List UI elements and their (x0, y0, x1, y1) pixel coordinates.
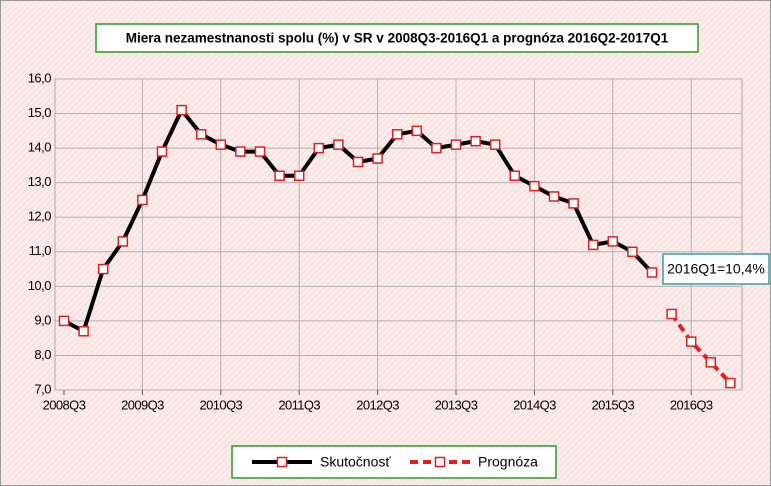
point-marker (195, 129, 207, 140)
point-marker (646, 267, 658, 278)
point-marker (568, 198, 579, 209)
legend-marker (434, 456, 446, 468)
point-marker (705, 357, 717, 368)
point-marker (529, 180, 540, 192)
point-marker (352, 156, 364, 168)
y-tick-label: 8,0 (34, 347, 51, 362)
point-marker (97, 263, 109, 275)
point-marker (254, 146, 266, 157)
point-marker (78, 326, 89, 337)
legend-label: Prognóza (478, 454, 538, 470)
point-marker (607, 236, 619, 247)
y-tick-label: 13,0 (28, 174, 52, 189)
point-marker (450, 139, 462, 150)
x-tick-label: 2016Q3 (670, 397, 713, 412)
annotation-box (662, 253, 770, 285)
point-marker (313, 142, 325, 154)
point-marker (685, 336, 697, 347)
y-tick-label: 14,0 (28, 140, 52, 155)
title-box (95, 23, 699, 53)
point-marker (215, 139, 227, 150)
point-marker (156, 146, 168, 157)
annotation: 2016Q1=10,4% (667, 261, 765, 277)
point-marker (509, 170, 521, 182)
point-marker (489, 139, 501, 150)
x-tick-label: 2011Q3 (278, 397, 320, 412)
y-tick-label: 12,0 (28, 209, 52, 224)
point-marker (274, 170, 285, 182)
point-marker (333, 139, 344, 150)
point-marker (627, 246, 638, 258)
point-marker (666, 308, 677, 320)
point-marker (58, 315, 70, 327)
point-marker (725, 377, 736, 389)
point-marker (411, 125, 423, 137)
legend-marker (276, 456, 288, 468)
point-marker (293, 170, 305, 182)
y-tick-label: 9,0 (34, 312, 51, 327)
point-marker (587, 239, 599, 251)
point-marker (372, 153, 383, 164)
x-tick-label: 2015Q3 (591, 397, 634, 412)
x-tick-label: 2009Q3 (121, 397, 164, 412)
x-tick-label: 2010Q3 (199, 397, 242, 412)
y-tick-label: 7,0 (34, 381, 51, 396)
legend-label: Skutočnosť (320, 454, 391, 470)
y-tick-label: 11,0 (29, 243, 52, 258)
x-tick-label: 2014Q3 (513, 397, 556, 412)
point-marker (470, 135, 481, 147)
point-marker (137, 194, 148, 206)
point-marker (548, 191, 560, 202)
x-tick-label: 2013Q3 (435, 397, 478, 412)
series-line (669, 312, 732, 385)
x-tick-label: 2008Q3 (43, 397, 86, 412)
y-tick-label: 16,0 (28, 70, 52, 85)
point-marker (176, 104, 187, 116)
point-marker (235, 146, 246, 157)
y-tick-label: 15,0 (28, 105, 52, 120)
x-tick-label: 2012Q3 (356, 397, 399, 412)
point-marker (117, 236, 129, 247)
point-marker (431, 142, 442, 154)
y-tick-label: 10,0 (28, 278, 52, 293)
chart-title: Miera nezamestnanosti spolu (%) v SR v 2… (126, 31, 669, 46)
point-marker (391, 129, 403, 140)
